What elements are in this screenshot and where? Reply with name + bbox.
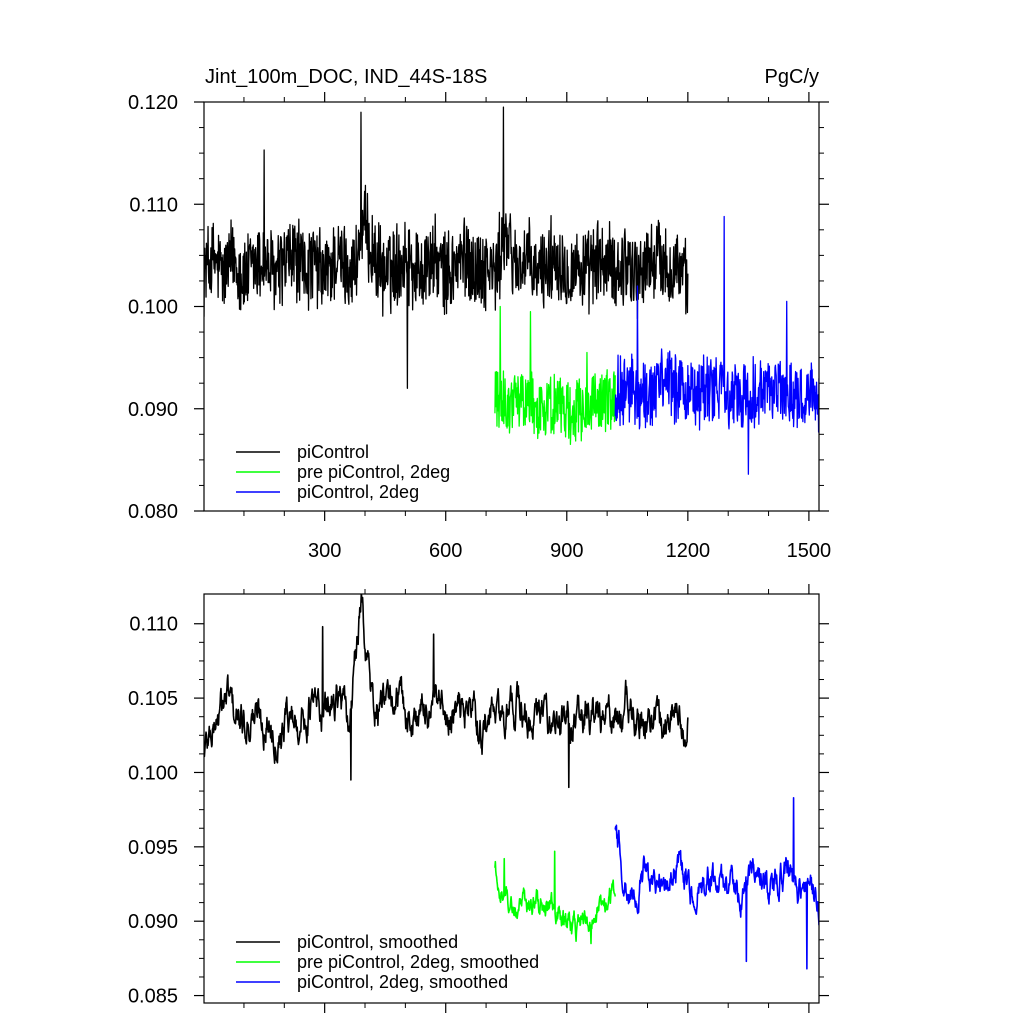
x-tick-label: 300 — [308, 540, 341, 562]
legend-label: piControl — [297, 442, 369, 462]
y-tick-label: 0.100 — [128, 297, 178, 319]
bottom-y-axis: 0.085 0.090 0.095 0.100 0.105 0.110 — [128, 614, 829, 1008]
y-tick-label: 0.080 — [128, 501, 178, 523]
bottom-panel: 0.085 0.090 0.095 0.100 0.105 0.110 piControl… — [128, 584, 829, 1013]
y-tick-label: 0.105 — [128, 688, 178, 710]
legend-label: piControl, smoothed — [297, 932, 458, 952]
bottom-plot-frame — [203, 593, 820, 1004]
series-line-1 — [204, 594, 689, 789]
bottom-x-axis — [243, 584, 810, 1013]
series-line-2 — [494, 850, 616, 945]
top-y-axis: 0.080 0.090 0.100 0.110 0.120 — [128, 92, 829, 523]
series-line-2 — [494, 305, 616, 446]
y-tick-label: 0.090 — [128, 911, 178, 933]
top-panel-units: PgC/y — [765, 66, 819, 88]
y-tick-label: 0.120 — [128, 92, 178, 114]
legend-label: pre piControl, 2deg — [297, 462, 450, 482]
y-tick-label: 0.085 — [128, 986, 178, 1008]
y-tick-label: 0.095 — [128, 837, 178, 859]
legend-label: piControl, 2deg, smoothed — [297, 972, 508, 992]
top-panel: Jint_100m_DOC, IND_44S-18S PgC/y 0.0800.… — [128, 66, 831, 562]
bottom-plot-area — [204, 594, 819, 970]
x-tick-label: 600 — [429, 540, 462, 562]
series-line-1 — [204, 106, 689, 389]
y-tick-label: 0.110 — [129, 614, 178, 636]
y-tick-label: 0.110 — [129, 194, 178, 216]
series-line-3 — [614, 215, 819, 475]
legend-label: pre piControl, 2deg, smoothed — [297, 952, 539, 972]
series-line-3 — [614, 796, 819, 970]
top-panel-title: Jint_100m_DOC, IND_44S-18S — [205, 66, 487, 88]
y-tick-label: 0.100 — [128, 762, 178, 784]
top-x-axis: 300 600 900 1200 1500 — [243, 92, 832, 562]
legend-label: piControl, 2deg — [297, 482, 419, 502]
x-tick-label: 900 — [550, 540, 583, 562]
top-plot-area — [204, 106, 819, 475]
x-tick-label: 1500 — [787, 540, 832, 562]
x-tick-label: 1200 — [666, 540, 711, 562]
y-tick-label: 0.090 — [128, 399, 178, 421]
